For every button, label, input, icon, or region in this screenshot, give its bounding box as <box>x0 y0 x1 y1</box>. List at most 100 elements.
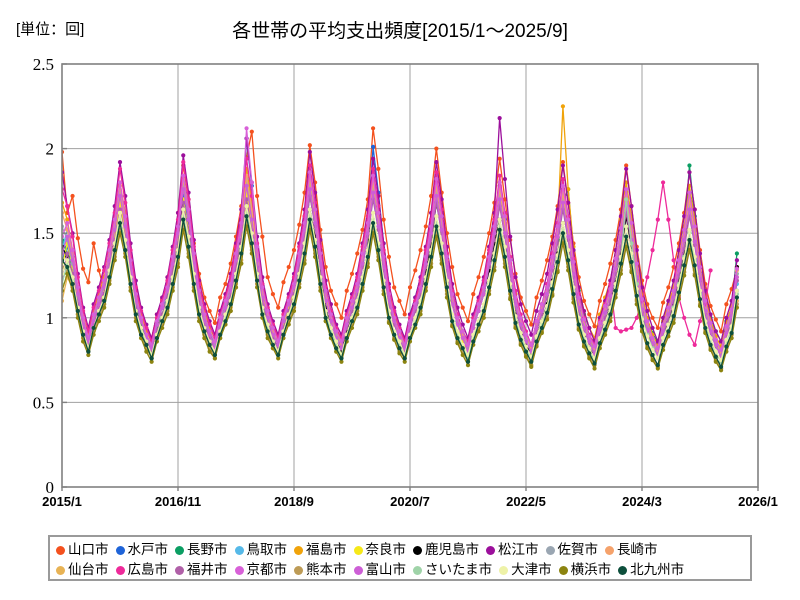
series-point <box>687 237 692 243</box>
series-point <box>149 359 154 364</box>
legend-label: 奈良市 <box>365 542 407 558</box>
series-point <box>307 170 312 175</box>
series-point <box>624 187 629 192</box>
legend-item[interactable]: 鳥取市 <box>234 543 287 557</box>
series-point <box>460 322 465 327</box>
series-point <box>386 254 392 259</box>
legend-item[interactable]: 京都市 <box>234 563 287 577</box>
series-point <box>212 352 218 358</box>
y-tick-label: 1.5 <box>33 224 54 243</box>
series-point <box>687 163 692 168</box>
series-point <box>286 302 291 307</box>
series-point <box>91 241 96 246</box>
legend-item[interactable]: 熊本市 <box>294 563 347 577</box>
series-point <box>117 166 123 171</box>
series-point <box>312 207 318 212</box>
series-point <box>223 312 228 317</box>
series-point <box>708 329 713 334</box>
series-point <box>207 342 212 347</box>
series-point <box>660 315 666 320</box>
series-point <box>70 234 75 239</box>
series-point <box>307 207 312 212</box>
series-point <box>497 173 502 178</box>
series-point <box>544 310 550 315</box>
series-point <box>386 315 392 320</box>
legend-item[interactable]: 福井市 <box>175 563 228 577</box>
legend-item[interactable]: 水戸市 <box>115 543 168 557</box>
series-point <box>249 129 254 134</box>
legend-item[interactable]: 松江市 <box>486 543 539 557</box>
series-point <box>96 295 102 300</box>
series-point <box>581 317 587 322</box>
series-point <box>671 314 676 319</box>
series-point <box>544 292 550 297</box>
legend-marker-icon <box>558 565 568 575</box>
series-point <box>370 126 376 131</box>
legend-item[interactable]: 富山市 <box>353 563 406 577</box>
legend-item[interactable]: 広島市 <box>115 563 168 577</box>
chart-legend: 山口市 水戸市 長野市 鳥取市 福島市 奈良市 鹿児島市 松江市 佐賀市 長崎市仙台市 広島市 福井市… <box>48 535 752 581</box>
series-point <box>397 298 402 303</box>
series-point <box>560 163 566 168</box>
series-point <box>339 356 344 361</box>
series-point <box>671 295 676 300</box>
series-point <box>65 251 70 256</box>
x-axis: 2015/1 2016/11 2018/9 2020/7 2022/5 2024/3 202… <box>42 487 778 509</box>
series-point <box>650 358 655 363</box>
legend-label: 大津市 <box>511 562 552 578</box>
series-point <box>397 346 402 351</box>
series-point <box>645 275 650 280</box>
series-point <box>655 366 660 371</box>
series-point <box>334 346 339 351</box>
data-series-group <box>62 104 740 373</box>
series-point <box>687 248 692 253</box>
legend-item[interactable]: 山口市 <box>56 543 109 557</box>
series-point <box>666 285 671 290</box>
series-point <box>123 200 128 205</box>
legend-label: 長崎市 <box>617 542 658 558</box>
series-point <box>165 305 170 310</box>
series-point <box>676 268 682 273</box>
series-point <box>455 341 460 346</box>
series-point <box>460 346 465 351</box>
series-point <box>223 319 228 324</box>
legend-item[interactable]: 長野市 <box>175 543 228 557</box>
series-point <box>523 349 529 354</box>
series-point <box>312 244 318 249</box>
series-point <box>450 319 455 324</box>
series-point <box>328 319 334 324</box>
series-point <box>165 312 170 317</box>
series-point <box>65 264 70 270</box>
legend-item[interactable]: 佐賀市 <box>545 543 598 557</box>
series-point <box>212 356 218 361</box>
series-point <box>233 278 239 283</box>
series-point <box>566 248 571 253</box>
series-point <box>571 292 576 297</box>
legend-item[interactable]: さいたま市 <box>413 563 492 577</box>
legend-item[interactable]: 大津市 <box>499 563 552 577</box>
legend-marker-icon <box>353 545 363 555</box>
series-point <box>513 320 518 325</box>
series-point <box>186 244 191 249</box>
series-point <box>297 278 302 283</box>
series-point <box>655 363 660 368</box>
series-point <box>244 214 249 219</box>
series-point <box>645 346 650 351</box>
series-point <box>660 336 666 341</box>
legend-item[interactable]: 仙台市 <box>56 563 109 577</box>
legend-item[interactable]: 福島市 <box>294 543 347 557</box>
series-point <box>349 305 355 310</box>
legend-item[interactable]: 北九州市 <box>618 563 684 577</box>
legend-item[interactable]: 鹿児島市 <box>413 543 479 557</box>
series-point <box>734 251 740 256</box>
legend-item[interactable]: 横浜市 <box>558 563 611 577</box>
series-point <box>602 310 608 315</box>
legend-item[interactable]: 長崎市 <box>605 543 658 557</box>
legend-item[interactable]: 奈良市 <box>353 542 407 558</box>
series-point <box>96 268 102 273</box>
series-point <box>218 332 223 337</box>
series-point <box>91 312 96 317</box>
series-point <box>687 170 692 175</box>
legend-label: 松江市 <box>498 542 539 558</box>
series-point <box>181 153 186 158</box>
